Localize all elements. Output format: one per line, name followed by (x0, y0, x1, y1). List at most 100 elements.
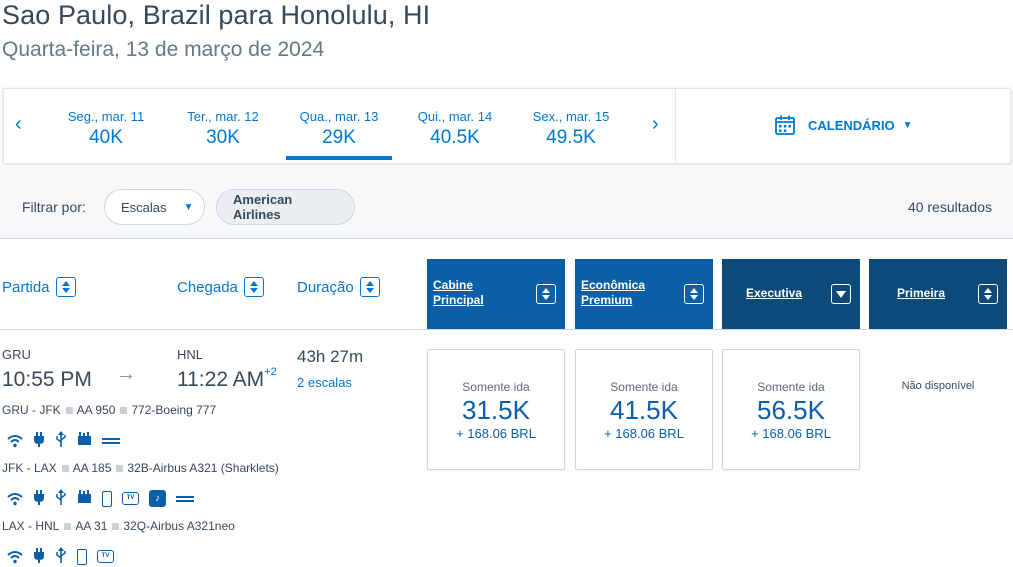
wifi-icon (7, 434, 23, 448)
sort-icon (536, 284, 556, 304)
segment-info: JFK - LAX AA 185 32B-Airbus A321 (Sharklet… (2, 461, 279, 475)
cabin-label: Primeira (897, 286, 946, 300)
cabin-label: Executiva (746, 286, 803, 300)
price-card-main-cabin[interactable]: Somente ida 31.5K + 168.06 BRL (427, 349, 565, 470)
first-class-unavailable: Não disponível (901, 380, 975, 392)
chevron-left-icon[interactable]: ‹ (15, 113, 22, 135)
sort-icon (55, 277, 76, 297)
meal-icon (77, 490, 92, 507)
airline-filter-chip[interactable]: American Airlines (216, 189, 355, 225)
usb-icon (55, 431, 67, 450)
stops-link[interactable]: 2 escalas (297, 375, 352, 390)
filter-bar: Filtrar por: Escalas ▼ American Airlines… (0, 165, 1013, 239)
date-option-mar-14[interactable]: Qui., mar. 14 40.5K (402, 109, 508, 149)
date-price: 30K (206, 127, 240, 148)
calendar-icon (775, 115, 795, 135)
fare-type: Somente ida (462, 380, 530, 394)
date-price: 40.5K (430, 127, 480, 148)
separator-icon (120, 407, 128, 415)
fare-miles: 56.5K (757, 395, 825, 425)
fare-miles: 31.5K (462, 395, 530, 425)
date-option-mar-13[interactable]: Qua., mar. 13 29K (286, 109, 392, 160)
amenities-row (7, 431, 130, 450)
seat-icon (102, 437, 120, 444)
sort-icon (978, 284, 998, 304)
usb-icon (55, 547, 67, 566)
segment-info: GRU - JFK AA 950 772-Boeing 777 (2, 403, 216, 417)
segment-info: LAX - HNL AA 31 32Q-Airbus A321neo (2, 519, 235, 533)
cabin-business-header[interactable]: Executiva (722, 259, 860, 329)
date-label: Seg., mar. 11 (67, 109, 145, 124)
fare-type: Somente ida (610, 380, 678, 394)
power-icon (33, 489, 45, 508)
segment-route: JFK - LAX (2, 461, 57, 475)
caret-down-icon: ▼ (902, 119, 913, 131)
cabin-premium-economy-header[interactable]: Econômica Premium (575, 259, 713, 329)
fare-miles: 41.5K (610, 395, 678, 425)
sort-duration-label: Duração (297, 278, 354, 296)
travel-date: Quarta-feira, 13 de março de 2024 (2, 38, 325, 61)
filter-label: Filtrar por: (22, 199, 86, 215)
segment-route: GRU - JFK (2, 403, 61, 417)
cabin-label-line1: Econômica (581, 278, 646, 292)
tv-icon: TV (97, 550, 114, 563)
stops-filter-label: Escalas (121, 199, 167, 215)
wifi-icon (7, 550, 23, 564)
stops-filter-dropdown[interactable]: Escalas ▼ (104, 189, 205, 225)
sort-arrival-label: Chegada (177, 278, 238, 296)
divider (675, 89, 676, 163)
arrow-right-icon: → (116, 363, 136, 385)
date-price: 40K (89, 127, 123, 148)
fare-taxes: + 168.06 BRL (456, 426, 536, 441)
separator-icon (116, 465, 124, 473)
arrival-time-value: 11:22 AM (177, 368, 265, 391)
cabin-main-header[interactable]: Cabine Principal (427, 259, 565, 329)
results-count: 40 resultados (907, 199, 992, 215)
origin-code: GRU (2, 347, 31, 362)
calendar-button[interactable]: CALENDÁRIO ▼ (774, 114, 913, 136)
power-icon (33, 431, 45, 450)
separator-icon (112, 523, 120, 531)
cabin-first-header[interactable]: Primeira (869, 259, 1007, 329)
segment-flight-number: AA 31 (75, 519, 108, 533)
separator-icon (65, 407, 73, 415)
day-offset: +2 (264, 366, 277, 378)
date-option-mar-11[interactable]: Seg., mar. 11 40K (53, 109, 159, 149)
date-option-mar-12[interactable]: Ter., mar. 12 30K (170, 109, 276, 149)
sort-duration[interactable]: Duração (297, 277, 380, 297)
cabin-label-line2: Principal (433, 293, 484, 307)
destination-code: HNL (177, 347, 204, 362)
cabin-label-line2: Premium (581, 293, 633, 307)
sort-departure[interactable]: Partida (2, 277, 76, 297)
route-title: Sao Paulo, Brazil para Honolulu, HI (2, 0, 431, 30)
date-label: Qui., mar. 14 (417, 109, 493, 124)
divider (0, 329, 1013, 330)
sort-icon (359, 277, 380, 297)
price-card-business[interactable]: Somente ida 56.5K + 168.06 BRL (722, 349, 860, 470)
segment-route: LAX - HNL (2, 519, 60, 533)
departure-time: 10:55 PM (2, 368, 92, 391)
seat-icon (176, 495, 194, 502)
separator-icon (61, 465, 69, 473)
airline-filter-label: American Airlines (233, 192, 293, 222)
arrival-time: 11:22 AM+2 (177, 366, 277, 392)
sort-arrival[interactable]: Chegada (177, 277, 264, 297)
date-label: Sex., mar. 15 (532, 109, 610, 124)
price-card-premium-economy[interactable]: Somente ida 41.5K + 168.06 BRL (575, 349, 713, 470)
wifi-icon (7, 492, 23, 506)
phone-icon (102, 490, 112, 507)
date-label: Ter., mar. 12 (187, 109, 259, 124)
tv-icon: TV (122, 492, 139, 505)
music-icon: ♪ (149, 490, 166, 507)
date-price: 29K (322, 127, 356, 148)
segment-aircraft: 32B-Airbus A321 (Sharklets) (127, 461, 279, 475)
separator-icon (64, 523, 72, 531)
sort-icon (243, 277, 264, 297)
date-option-mar-15[interactable]: Sex., mar. 15 49.5K (518, 109, 624, 149)
sort-icon (684, 284, 704, 304)
date-label: Qua., mar. 13 (299, 109, 379, 124)
usb-icon (55, 489, 67, 508)
chevron-right-icon[interactable]: › (652, 113, 659, 135)
flight-duration: 43h 27m (297, 347, 364, 366)
fare-taxes: + 168.06 BRL (751, 426, 831, 441)
